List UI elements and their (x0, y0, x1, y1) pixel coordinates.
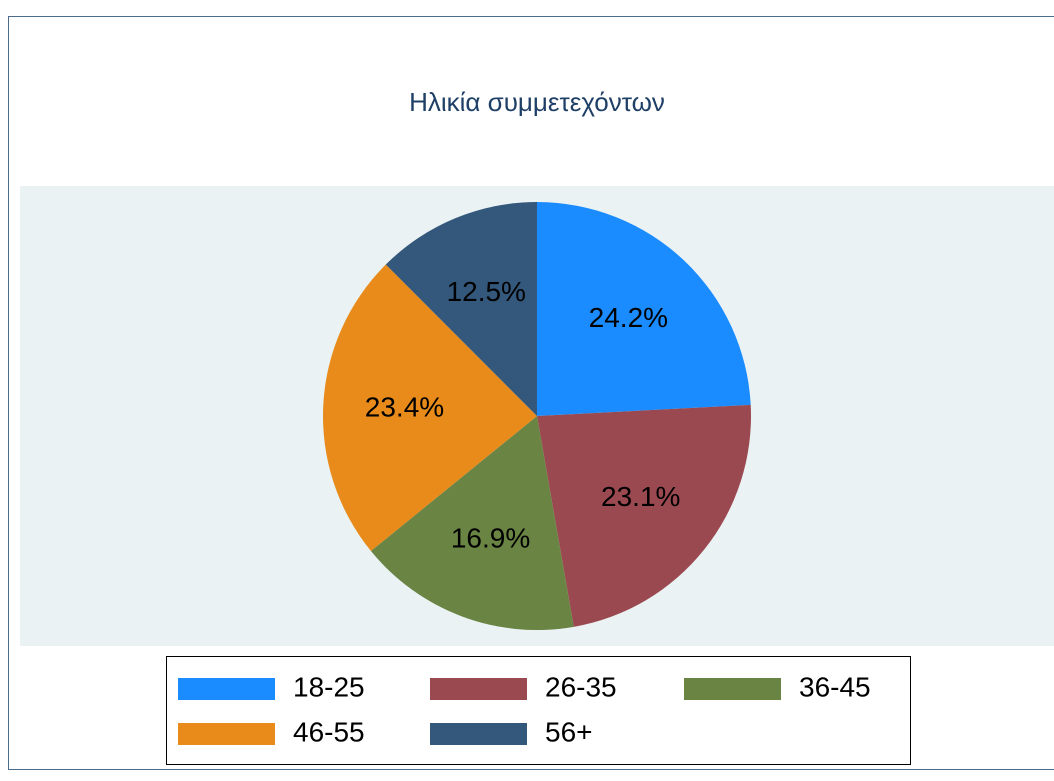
legend-label: 56+ (545, 716, 593, 747)
legend-swatch (178, 678, 275, 700)
legend-swatch (430, 678, 527, 700)
legend-swatch (178, 723, 275, 745)
legend-swatch (430, 723, 527, 745)
legend-swatch (684, 678, 781, 700)
legend-label: 46-55 (293, 716, 365, 747)
legend-label: 18-25 (293, 671, 365, 702)
data-label: 16.9% (451, 523, 530, 554)
legend-label: 26-35 (545, 671, 617, 702)
legend-label: 36-45 (799, 671, 871, 702)
data-label: 23.1% (601, 481, 680, 512)
data-label: 12.5% (447, 276, 526, 307)
chart-title: Ηλικία συμμετεχόντων (409, 87, 665, 117)
data-label: 24.2% (589, 302, 668, 333)
data-label: 23.4% (365, 392, 444, 423)
